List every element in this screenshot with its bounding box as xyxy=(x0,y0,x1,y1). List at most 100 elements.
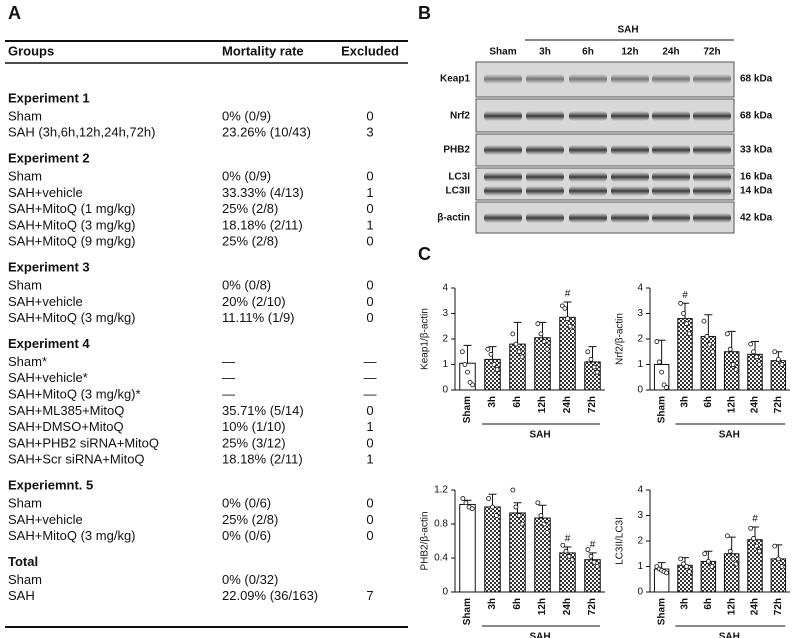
x-tick-label: 24h xyxy=(562,396,573,413)
data-point xyxy=(565,316,570,322)
blot-band xyxy=(526,74,564,84)
blot-band xyxy=(611,145,649,155)
data-point xyxy=(724,331,730,337)
data-point xyxy=(686,569,692,574)
blot-band xyxy=(611,213,649,223)
blot-band xyxy=(569,172,607,182)
blot-band xyxy=(652,145,690,155)
table-cell: 0 xyxy=(366,310,373,325)
y-tick-label: 2 xyxy=(637,536,643,547)
bar xyxy=(677,318,693,391)
bar xyxy=(459,503,476,593)
table-cell: 25% (2/8) xyxy=(222,201,278,216)
x-tick-label: 6h xyxy=(703,598,714,610)
data-point xyxy=(664,385,669,390)
blot-band xyxy=(652,213,690,223)
x-tick-label: 3h xyxy=(680,396,691,408)
table-cell: 0 xyxy=(366,169,373,184)
data-point xyxy=(707,341,713,347)
data-point xyxy=(469,506,475,512)
y-axis-label: Keap1/β-actin xyxy=(420,308,431,370)
table-cell: SAH+DMSO+MitoQ xyxy=(8,419,124,434)
data-point xyxy=(570,328,576,334)
table-cell: SAH+vehicle xyxy=(8,185,83,200)
panel-letter: C xyxy=(418,244,431,264)
table-header: Groups xyxy=(8,43,54,58)
blot-band xyxy=(526,111,564,121)
data-point xyxy=(563,548,569,554)
table-cell: 23.26% (10/43) xyxy=(222,125,311,140)
blot-label: β-actin xyxy=(437,213,470,224)
data-point xyxy=(654,339,660,344)
y-tick-label: 1 xyxy=(637,561,643,572)
table-cell: SAH+MitoQ (3 mg/kg) xyxy=(8,528,136,543)
blot-band xyxy=(611,172,649,182)
panel-letter: A xyxy=(8,3,21,23)
x-tick-label: Sham xyxy=(656,396,667,423)
x-tick-label: 6h xyxy=(512,396,523,408)
table-cell: — xyxy=(364,387,377,402)
blot-band xyxy=(569,213,607,223)
section-title: Total xyxy=(8,554,38,569)
table-cell: 0 xyxy=(366,435,373,450)
table-cell: 0% (0/9) xyxy=(222,169,271,184)
data-point xyxy=(727,346,733,352)
x-tick-label: 12h xyxy=(537,396,548,413)
table-cell: SAH+vehicle xyxy=(8,294,83,309)
data-point xyxy=(470,382,476,388)
data-point xyxy=(491,362,497,367)
table-cell: 0% (0/6) xyxy=(222,528,271,543)
section-title: Experiment 4 xyxy=(8,336,90,351)
bar xyxy=(484,506,501,593)
table-cell: 25% (2/8) xyxy=(222,512,278,527)
data-point xyxy=(702,551,708,557)
blot-label: Keap1 xyxy=(440,74,470,85)
significance-mark: # xyxy=(565,289,571,300)
blot-band xyxy=(484,172,522,182)
data-point xyxy=(656,359,662,365)
blot-band xyxy=(526,145,564,155)
table-cell: 33.33% (4/13) xyxy=(222,185,304,200)
table-cell: — xyxy=(222,370,235,385)
x-tick-label: 72h xyxy=(587,598,598,615)
x-tick-label: 12h xyxy=(726,598,737,615)
data-point xyxy=(513,504,519,510)
table-cell: 0 xyxy=(366,234,373,249)
section-title: Experiment 2 xyxy=(8,151,90,166)
x-tick-label: Sham xyxy=(656,598,667,625)
data-point xyxy=(756,548,762,554)
blot-band xyxy=(693,213,731,223)
data-point xyxy=(724,533,730,539)
blot-band xyxy=(484,111,522,121)
group-label: SAH xyxy=(529,632,550,638)
table-cell: 0 xyxy=(366,528,373,543)
data-point xyxy=(704,334,710,339)
data-point xyxy=(751,536,756,541)
y-tick-label: 0 xyxy=(442,587,448,598)
table-cell: 3 xyxy=(366,125,373,140)
table-cell: SAH+MitoQ (3 mg/kg) xyxy=(8,310,136,325)
y-tick-label: 3 xyxy=(637,308,643,319)
blot-band xyxy=(484,74,522,84)
blot-band xyxy=(652,111,690,121)
section-title: Experiemnt. 5 xyxy=(8,478,93,493)
blot-size: 68 kDa xyxy=(740,74,773,85)
lane-label: 72h xyxy=(703,47,720,58)
lane-label: 3h xyxy=(539,47,551,58)
table-cell: 20% (2/10) xyxy=(222,294,286,309)
blot-group-label: SAH xyxy=(617,25,638,36)
table-cell: 0% (0/8) xyxy=(222,278,271,293)
blot-band xyxy=(693,172,731,182)
data-point xyxy=(510,331,516,337)
data-point xyxy=(544,530,550,535)
table-cell: Sham xyxy=(8,496,42,511)
data-point xyxy=(538,331,544,337)
data-point xyxy=(541,521,547,527)
section-title: Experiment 1 xyxy=(8,90,90,105)
data-point xyxy=(754,354,759,360)
blot-band xyxy=(526,186,564,196)
error-bar xyxy=(657,339,666,365)
data-point xyxy=(588,356,594,362)
x-tick-label: 3h xyxy=(680,598,691,610)
x-tick-label: 3h xyxy=(487,598,498,610)
